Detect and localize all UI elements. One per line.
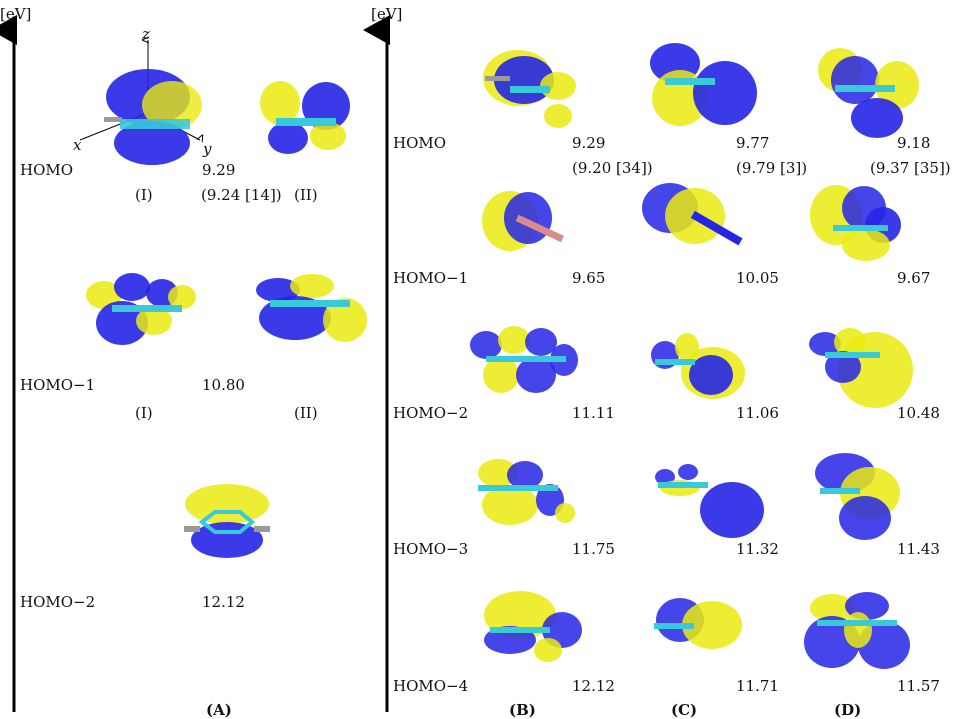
value-a-homo2: 12.12 — [202, 593, 245, 611]
value-b-homo2: 11.11 — [572, 404, 615, 422]
row-label-bcd-homo: HOMO — [393, 134, 447, 152]
value-b-homo: 9.29 — [572, 134, 606, 152]
orbital-b-homo4 — [484, 591, 582, 662]
ref-a-homo: (9.24 [14]) — [201, 186, 282, 204]
ref-c-homo: (9.79 [3]) — [736, 159, 808, 177]
value-c-homo1: 10.05 — [736, 269, 779, 287]
value-c-homo4: 11.71 — [736, 677, 779, 695]
value-c-homo2: 11.06 — [736, 404, 779, 422]
orbital-b-homo3 — [478, 459, 575, 525]
orbital-d-homo4 — [804, 592, 910, 669]
orbital-a-homo-i — [104, 69, 202, 165]
panel-label-a: (A) — [206, 701, 232, 719]
sub-a-homo1-i: (I) — [135, 404, 153, 422]
value-d-homo1: 9.67 — [897, 269, 931, 287]
orbital-b-homo — [483, 50, 576, 128]
row-label-a-homo2: HOMO−2 — [20, 593, 96, 611]
sub-a-homo-ii: (II) — [294, 186, 318, 204]
row-label-a-homo1: HOMO−1 — [20, 376, 96, 394]
value-b-homo1: 9.65 — [572, 269, 606, 287]
axis-unit-label-a: [eV] — [0, 5, 32, 23]
orbital-c-homo4 — [654, 598, 742, 649]
sub-a-homo-i: (I) — [135, 186, 153, 204]
sub-a-homo1-ii: (II) — [294, 404, 318, 422]
axis-label-x: x — [73, 136, 82, 154]
value-b-homo3: 11.75 — [572, 540, 615, 558]
ref-b-homo: (9.20 [34]) — [572, 159, 653, 177]
value-d-homo: 9.18 — [897, 134, 931, 152]
axis-label-y: y — [203, 140, 212, 158]
orbital-a-homo-ii — [260, 81, 350, 154]
orbital-c-homo1 — [642, 183, 743, 246]
axis-unit-label-bcd: [eV] — [371, 5, 403, 23]
value-a-homo1: 10.80 — [202, 376, 245, 394]
value-d-homo2: 10.48 — [897, 404, 940, 422]
value-c-homo: 9.77 — [736, 134, 770, 152]
row-label-bcd-homo4: HOMO−4 — [393, 677, 469, 695]
panel-label-d: (D) — [834, 701, 862, 719]
panel-label-b: (B) — [509, 701, 536, 719]
orbital-b-homo2 — [470, 326, 578, 393]
ref-d-homo: (9.37 [35]) — [870, 159, 951, 177]
orbital-a-homo2 — [184, 484, 270, 558]
orbital-c-homo2 — [651, 333, 745, 399]
orbital-b-homo1 — [482, 191, 564, 251]
orbital-d-homo3 — [815, 453, 900, 540]
value-b-homo4: 12.12 — [572, 677, 615, 695]
orbital-c-homo3 — [655, 464, 764, 538]
axis-label-z: z — [142, 25, 150, 43]
orbital-a-homo1-ii — [256, 274, 367, 342]
orbital-d-homo1 — [810, 185, 901, 261]
orbital-d-homo — [818, 48, 919, 138]
row-label-a-homo: HOMO — [20, 161, 74, 179]
value-c-homo3: 11.32 — [736, 540, 779, 558]
orbital-a-homo1-i — [86, 273, 196, 345]
value-d-homo4: 11.57 — [897, 677, 940, 695]
panel-label-c: (C) — [671, 701, 698, 719]
value-d-homo3: 11.43 — [897, 540, 940, 558]
orbital-d-homo2 — [809, 328, 913, 408]
row-label-bcd-homo3: HOMO−3 — [393, 540, 469, 558]
orbital-c-homo — [650, 43, 757, 126]
value-a-homo: 9.29 — [202, 161, 236, 179]
row-label-bcd-homo1: HOMO−1 — [393, 269, 469, 287]
row-label-bcd-homo2: HOMO−2 — [393, 404, 469, 422]
